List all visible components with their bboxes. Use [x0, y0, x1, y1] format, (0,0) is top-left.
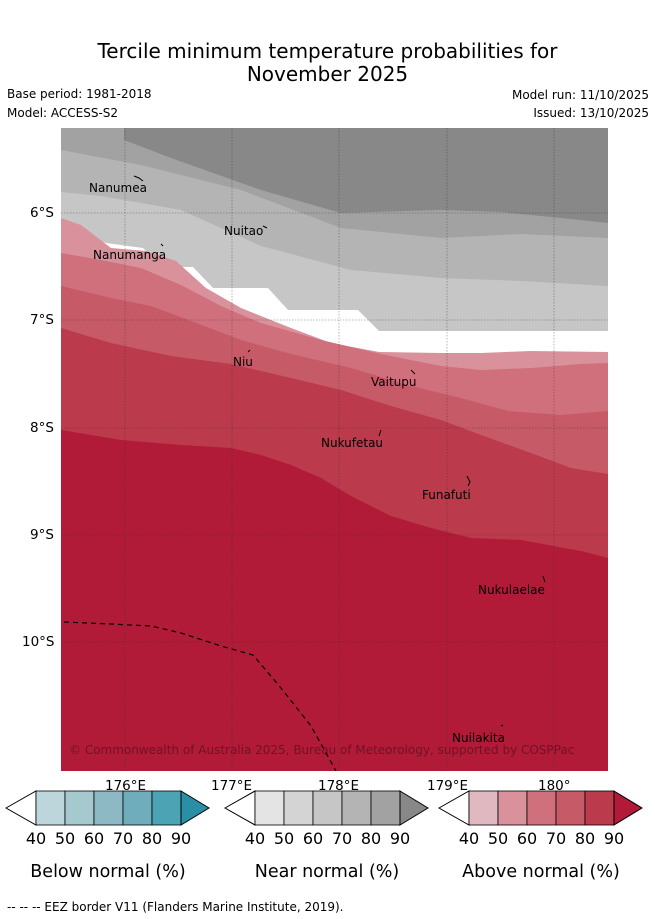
place-nanumanga: Nanumanga [93, 248, 166, 262]
place-vaitupu: Vaitupu [371, 375, 417, 389]
colorbar-near-normal: 40 50 60 70 80 90 [224, 790, 429, 846]
lat-label-8s: 8°S [30, 420, 54, 436]
island-marks [133, 175, 546, 727]
above-under-arrow [438, 790, 470, 826]
place-nukufetau: Nukufetau [321, 436, 383, 450]
issued-date: Issued: 13/10/2025 [533, 106, 649, 120]
near-swatch-60 [312, 790, 343, 826]
near-swatch-40 [254, 790, 285, 826]
band-near-90 [124, 128, 608, 223]
lat-label-9s: 9°S [30, 527, 54, 543]
near-swatch-80 [370, 790, 401, 826]
place-niu: Niu [233, 355, 253, 369]
below-swatch-70 [122, 790, 153, 826]
colorbar-below-normal: 40 50 60 70 80 90 [5, 790, 210, 846]
place-funafuti: Funafuti [422, 488, 471, 502]
model-run: Model run: 11/10/2025 [511, 88, 649, 102]
band-above-90 [61, 430, 608, 771]
island-nuilakita [500, 724, 504, 727]
above-tick-50: 50 [488, 829, 508, 846]
near-swatch-70 [341, 790, 372, 826]
near-tick-70: 70 [332, 829, 352, 846]
place-labels: Nanumea Nuitao Nanumanga Niu Vaitupu Nuk… [89, 181, 545, 745]
lon-label-177e: 177°E [211, 778, 253, 794]
lon-label-180: 180° [538, 778, 571, 794]
lon-label-179e: 179°E [427, 778, 469, 794]
island-nuitao [262, 225, 268, 229]
chart-title: Tercile minimum temperature probabilitie… [0, 40, 655, 86]
near-tick-40: 40 [245, 829, 265, 846]
colorbar-above-normal: 40 50 60 70 80 90 [438, 790, 643, 846]
eez-border-legend: -- -- -- EEZ border V11 (Flanders Marine… [7, 900, 344, 914]
near-tick-80: 80 [361, 829, 381, 846]
place-nuilakita: Nuilakita [452, 731, 505, 745]
colorbar-below-label: Below normal (%) [30, 862, 186, 882]
below-tick-80: 80 [142, 829, 162, 846]
below-swatch-50 [64, 790, 95, 826]
below-tick-90: 90 [171, 829, 191, 846]
below-tick-50: 50 [55, 829, 75, 846]
island-niu [247, 349, 251, 353]
grid-lines [61, 128, 608, 771]
island-nanumanga [160, 243, 164, 247]
title-line-1: Tercile minimum temperature probabilitie… [97, 39, 558, 63]
below-under-arrow [5, 790, 37, 826]
island-nanumea [133, 175, 144, 182]
near-tick-50: 50 [274, 829, 294, 846]
colorbar-near-label: Near normal (%) [254, 862, 400, 882]
lat-label-6s: 6°S [30, 205, 54, 221]
below-swatch-60 [93, 790, 124, 826]
base-period: Base period: 1981-2018 [7, 87, 152, 101]
near-tick-60: 60 [303, 829, 323, 846]
above-swatch-70 [555, 790, 586, 826]
near-tick-90: 90 [390, 829, 410, 846]
below-tick-60: 60 [84, 829, 104, 846]
above-tick-90: 90 [604, 829, 624, 846]
lon-label-176e: 176°E [105, 778, 147, 794]
above-tick-80: 80 [575, 829, 595, 846]
copyright-notice: © Commonwealth of Australia 2025, Bureau… [69, 743, 574, 757]
below-over-arrow [180, 790, 210, 826]
below-swatch-40 [35, 790, 66, 826]
island-funafuti [466, 475, 471, 487]
above-tick-40: 40 [459, 829, 479, 846]
above-tick-60: 60 [517, 829, 537, 846]
near-over-arrow [399, 790, 429, 826]
lon-label-178e: 178°E [318, 778, 360, 794]
island-vaitupu [410, 369, 416, 375]
above-swatch-60 [526, 790, 557, 826]
island-nukufetau [378, 429, 382, 437]
place-nanumea: Nanumea [89, 181, 147, 195]
model-name: Model: ACCESS-S2 [7, 106, 119, 120]
below-tick-40: 40 [26, 829, 46, 846]
above-swatch-80 [584, 790, 615, 826]
above-swatch-50 [497, 790, 528, 826]
near-swatch-50 [283, 790, 314, 826]
below-tick-70: 70 [113, 829, 133, 846]
above-over-arrow [613, 790, 643, 826]
island-nukulaelae [542, 575, 546, 583]
near-under-arrow [224, 790, 256, 826]
place-nuitao: Nuitao [224, 224, 263, 238]
title-line-2: November 2025 [246, 62, 409, 86]
lat-label-7s: 7°S [30, 312, 54, 328]
colorbar-above-label: Above normal (%) [462, 862, 620, 882]
place-nukulaelae: Nukulaelae [478, 583, 545, 597]
lat-label-10s: 10°S [22, 634, 55, 650]
probability-map: Nanumea Nuitao Nanumanga Niu Vaitupu Nuk… [61, 128, 608, 771]
below-swatch-80 [151, 790, 182, 826]
above-tick-70: 70 [546, 829, 566, 846]
above-swatch-40 [468, 790, 499, 826]
